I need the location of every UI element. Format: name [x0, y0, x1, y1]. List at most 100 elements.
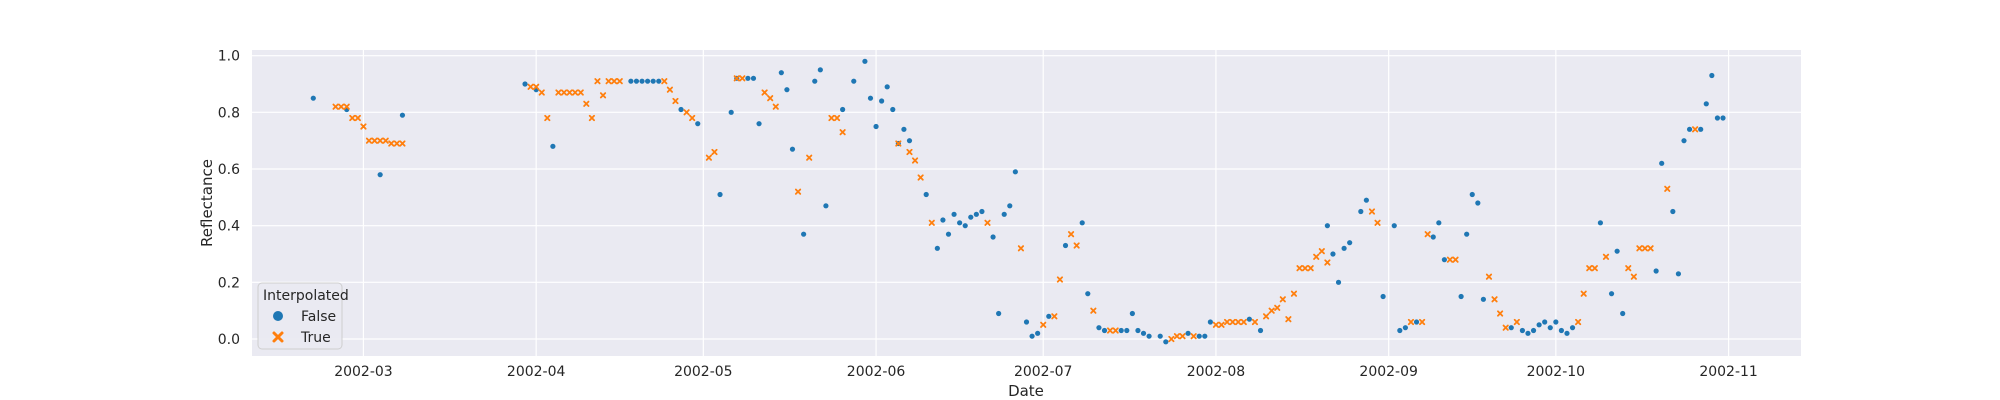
data-point-false [867, 95, 874, 101]
data-point-false [1363, 197, 1369, 203]
data-point-false [1536, 322, 1542, 328]
y-tick-label: 0.6 [218, 162, 240, 178]
data-point-false [1686, 126, 1693, 132]
data-point-false [884, 84, 890, 90]
data-point-true [794, 188, 802, 195]
data-point-true [1090, 307, 1097, 314]
data-point-false [968, 214, 974, 220]
plot-background [252, 50, 1801, 356]
data-point-false [1441, 257, 1447, 263]
data-point-false [1124, 327, 1130, 334]
data-point-false [1620, 310, 1626, 317]
data-point-false [1347, 240, 1353, 246]
data-point-false [1542, 319, 1548, 325]
x-tick-label: 2002-04 [507, 364, 566, 380]
data-point-true [1268, 307, 1275, 314]
data-point-true [1575, 318, 1582, 326]
data-point-true [1452, 256, 1459, 263]
data-point-false [310, 95, 316, 101]
data-point-false [1163, 339, 1169, 345]
legend-true-label: True [300, 330, 331, 346]
data-point-false [923, 191, 929, 198]
data-point-false [1675, 271, 1682, 277]
data-point-true [833, 114, 841, 122]
data-point-false [1614, 248, 1620, 254]
data-point-true [1374, 219, 1381, 226]
data-point-false [399, 112, 406, 118]
data-point-true [1285, 316, 1292, 323]
data-point-true [1251, 318, 1259, 326]
data-point-false [1035, 330, 1041, 336]
data-point-false [1530, 327, 1537, 334]
data-point-false [678, 106, 684, 113]
data-point-true [1580, 290, 1587, 297]
data-point-false [628, 78, 634, 84]
data-point-true [928, 219, 935, 226]
data-point-false [1146, 333, 1152, 339]
data-point-true [1307, 265, 1314, 272]
data-point-false [1118, 327, 1124, 334]
data-point-false [1475, 200, 1481, 206]
data-point-false [962, 223, 968, 229]
data-point-true [1692, 126, 1699, 133]
data-point-true [577, 89, 584, 96]
data-point-false [1547, 325, 1553, 331]
data-point-true [1407, 318, 1415, 326]
data-point-false [979, 208, 985, 215]
data-point-false [812, 78, 818, 84]
data-point-true [588, 114, 595, 122]
data-point-true [360, 123, 367, 130]
data-point-false [522, 81, 528, 87]
data-point-false [1436, 220, 1442, 226]
data-point-false [1257, 327, 1264, 334]
data-point-false [1330, 251, 1336, 257]
data-point-false [1001, 211, 1007, 217]
data-point-false [639, 78, 645, 84]
data-point-false [1653, 268, 1659, 274]
data-point-false [1012, 169, 1018, 175]
data-point-false [862, 58, 868, 64]
data-point-false [377, 172, 383, 178]
data-point-false [823, 203, 829, 209]
y-tick-label: 0.4 [218, 219, 240, 235]
data-point-false [695, 121, 701, 127]
data-point-true [1218, 321, 1225, 328]
data-point-false [1659, 160, 1665, 166]
data-point-true [399, 140, 406, 147]
data-point-false [756, 121, 762, 127]
data-point-true [1212, 321, 1220, 328]
data-point-false [1196, 333, 1202, 339]
data-point-true [1491, 296, 1498, 303]
data-point-false [1519, 327, 1526, 334]
data-point-false [851, 78, 857, 84]
legend-title: Interpolated [263, 288, 349, 304]
data-point-true [1235, 318, 1242, 326]
data-point-false [1380, 293, 1386, 300]
data-point-true [1368, 208, 1376, 215]
data-point-true [1602, 253, 1610, 260]
data-point-true [343, 103, 350, 110]
data-point-false [1469, 191, 1475, 198]
data-point-false [1402, 325, 1408, 331]
data-point-false [951, 211, 957, 217]
y-axis-ticks: 0.0 0.2 0.4 0.6 0.8 1.0 [218, 49, 240, 348]
data-point-false [1709, 72, 1715, 79]
data-points [310, 58, 1726, 345]
data-point-true [538, 89, 545, 96]
data-point-false [1023, 319, 1030, 325]
data-point-false [789, 146, 796, 152]
data-point-false [973, 211, 979, 217]
data-point-true [365, 137, 373, 144]
legend-box [257, 282, 343, 350]
data-point-true [527, 83, 534, 90]
data-point-false [940, 217, 946, 223]
data-point-true [1274, 304, 1281, 311]
data-point-true [354, 114, 361, 122]
data-point-false [1508, 325, 1514, 331]
data-point-true [1168, 335, 1175, 343]
y-tick-label: 0.8 [218, 105, 240, 121]
legend-false-marker [273, 311, 283, 321]
data-point-true [377, 137, 384, 144]
data-point-false [1681, 138, 1687, 144]
legend-true-marker [272, 331, 284, 343]
